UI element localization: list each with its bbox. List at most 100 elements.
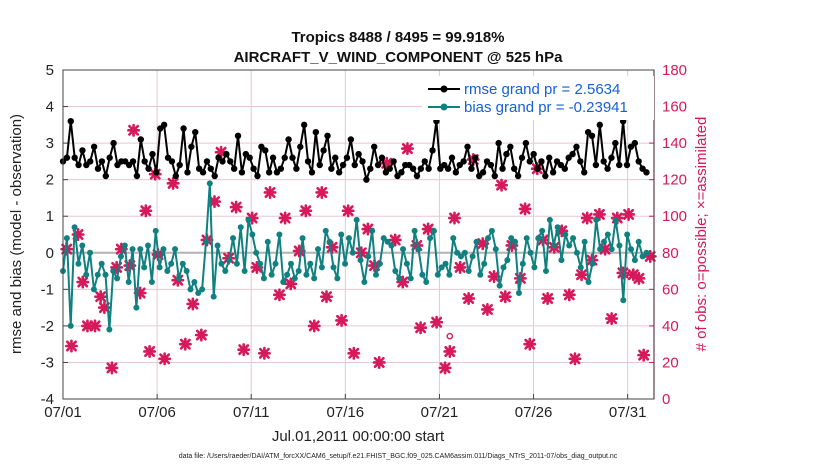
bias-point bbox=[450, 235, 457, 242]
bias-point bbox=[94, 271, 101, 278]
rmse-point bbox=[472, 154, 479, 161]
rmse-point bbox=[518, 154, 526, 161]
rmse-point bbox=[320, 147, 327, 154]
bias-point bbox=[164, 268, 171, 275]
obs-assimilated-marker bbox=[158, 352, 172, 366]
bias-point bbox=[457, 253, 464, 260]
obs-assimilated-marker bbox=[541, 291, 555, 305]
rmse-point bbox=[596, 121, 603, 129]
bias-point bbox=[268, 271, 275, 278]
bias-point bbox=[628, 246, 635, 253]
obs-assimilated-marker bbox=[632, 271, 646, 285]
bias-point bbox=[604, 231, 611, 238]
bias-point bbox=[554, 224, 561, 231]
bias-point bbox=[485, 235, 492, 242]
rmse-point bbox=[176, 161, 183, 169]
bias-point bbox=[380, 235, 387, 242]
rmse-point bbox=[304, 158, 312, 165]
rmse-point bbox=[600, 158, 607, 165]
bias-point bbox=[488, 227, 495, 234]
bias-point bbox=[403, 260, 410, 267]
rmse-point bbox=[604, 165, 611, 172]
obs-assimilated-marker bbox=[580, 211, 594, 225]
obs-assimilated-marker bbox=[476, 237, 490, 251]
bias-point bbox=[500, 264, 507, 271]
obs-possible-marker bbox=[446, 332, 454, 340]
rmse-point bbox=[285, 136, 292, 143]
rmse-point bbox=[499, 165, 506, 172]
bias-point bbox=[326, 238, 333, 245]
bias-point bbox=[396, 275, 403, 282]
bias-point bbox=[570, 235, 577, 242]
obs-assimilated-marker bbox=[307, 319, 321, 333]
bias-point bbox=[438, 264, 445, 271]
rmse-point bbox=[67, 117, 74, 125]
rmse-point bbox=[588, 132, 596, 139]
bias-point bbox=[624, 231, 631, 238]
rmse-point bbox=[137, 136, 144, 143]
bias-point bbox=[620, 297, 627, 304]
rmse-point bbox=[390, 158, 397, 165]
bias-point bbox=[349, 249, 356, 256]
rmse-point bbox=[262, 147, 269, 154]
rmse-point bbox=[87, 158, 94, 165]
y2-tick-label: 140 bbox=[662, 135, 687, 152]
rmse-point bbox=[546, 154, 553, 161]
x-tick-label: 07/21 bbox=[421, 404, 459, 421]
bias-point bbox=[303, 271, 310, 278]
bias-point bbox=[531, 264, 538, 271]
bias-point bbox=[71, 224, 78, 231]
rmse-point bbox=[444, 165, 452, 172]
rmse-point bbox=[359, 158, 366, 165]
rmse-point bbox=[335, 169, 343, 176]
plot-frame-border bbox=[62, 69, 655, 400]
obs-assimilated-marker bbox=[388, 233, 402, 247]
rmse-point bbox=[398, 169, 405, 176]
bias-point bbox=[400, 246, 407, 253]
rmse-point bbox=[328, 165, 335, 172]
obs-assimilated-marker bbox=[605, 312, 619, 326]
rmse-point bbox=[635, 158, 642, 165]
bias-point bbox=[473, 238, 480, 245]
bias-point bbox=[600, 238, 607, 245]
obs-assimilated-marker bbox=[263, 185, 277, 199]
bias-point bbox=[427, 235, 434, 242]
bias-point bbox=[114, 275, 121, 282]
bias-point bbox=[388, 242, 395, 249]
rmse-point bbox=[141, 158, 148, 165]
obs-assimilated-marker bbox=[110, 260, 124, 274]
rmse-point bbox=[351, 161, 358, 169]
bias-point bbox=[523, 235, 530, 242]
bias-point bbox=[152, 227, 159, 234]
obs-assimilated-marker bbox=[194, 328, 208, 342]
bias-point bbox=[566, 242, 573, 249]
obs-assimilated-marker bbox=[447, 211, 461, 225]
bias-point bbox=[562, 231, 569, 238]
obs-assimilated-marker bbox=[562, 288, 576, 302]
rmse-point bbox=[211, 172, 218, 180]
rmse-point bbox=[289, 154, 296, 161]
bias-point bbox=[515, 289, 522, 296]
rmse-point bbox=[207, 165, 215, 172]
rmse-point bbox=[577, 158, 584, 165]
rmse-point bbox=[347, 136, 355, 143]
rmse-point bbox=[534, 165, 541, 172]
y2-tick-label: 20 bbox=[662, 354, 679, 371]
bias-point bbox=[631, 257, 638, 264]
rmse-point bbox=[102, 172, 109, 180]
legend: rmse grand pr = 2.5634 bias grand pr = -… bbox=[422, 76, 654, 120]
bias-point bbox=[593, 216, 600, 223]
rmse-point bbox=[378, 154, 386, 161]
rmse-point bbox=[514, 172, 522, 180]
legend-bias-label: bias grand pr = -0.23941 bbox=[464, 99, 628, 116]
bias-point bbox=[291, 275, 298, 282]
obs-assimilated-marker bbox=[114, 242, 128, 256]
rmse-point bbox=[227, 158, 234, 165]
bias-point bbox=[539, 227, 546, 234]
bias-point bbox=[492, 246, 499, 253]
x-tick-label: 07/26 bbox=[515, 404, 553, 421]
y2-tick-label: 40 bbox=[662, 318, 679, 335]
bias-point bbox=[411, 227, 418, 234]
bias-point bbox=[218, 260, 225, 267]
bias-point bbox=[264, 238, 271, 245]
